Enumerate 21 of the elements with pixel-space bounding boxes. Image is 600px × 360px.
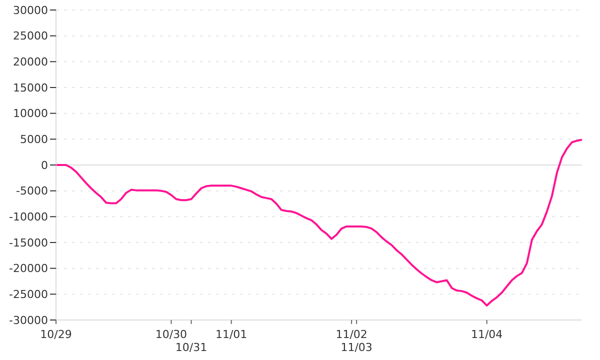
y-tick-label: -5000 xyxy=(16,184,48,198)
y-tick-label: 30000 xyxy=(13,4,48,17)
x-tick-label: 11/03 xyxy=(340,341,372,354)
y-tick-label: 25000 xyxy=(13,30,48,43)
x-tick-label: 11/01 xyxy=(215,328,248,341)
x-tick-label: 10/30 xyxy=(155,328,188,341)
y-tick-label: -25000 xyxy=(9,288,48,302)
line-series xyxy=(55,138,583,307)
x-tick-label: 10/29 xyxy=(40,328,72,341)
y-tick-label: -15000 xyxy=(9,236,48,250)
y-tick-label: 15000 xyxy=(13,81,48,94)
y-tick-label: -30000 xyxy=(9,314,48,327)
y-tick-label: 20000 xyxy=(13,56,48,69)
x-tick-label: 11/02 xyxy=(336,328,368,341)
y-tick-label: -20000 xyxy=(9,262,48,276)
y-tick-label: 5000 xyxy=(20,133,48,146)
y-tick-label: 10000 xyxy=(13,107,48,120)
y-tick-label: 0 xyxy=(41,158,48,172)
x-tick-label: 11/04 xyxy=(470,328,503,341)
y-tick-label: -10000 xyxy=(9,210,48,224)
x-tick-label: 10/31 xyxy=(175,341,208,354)
